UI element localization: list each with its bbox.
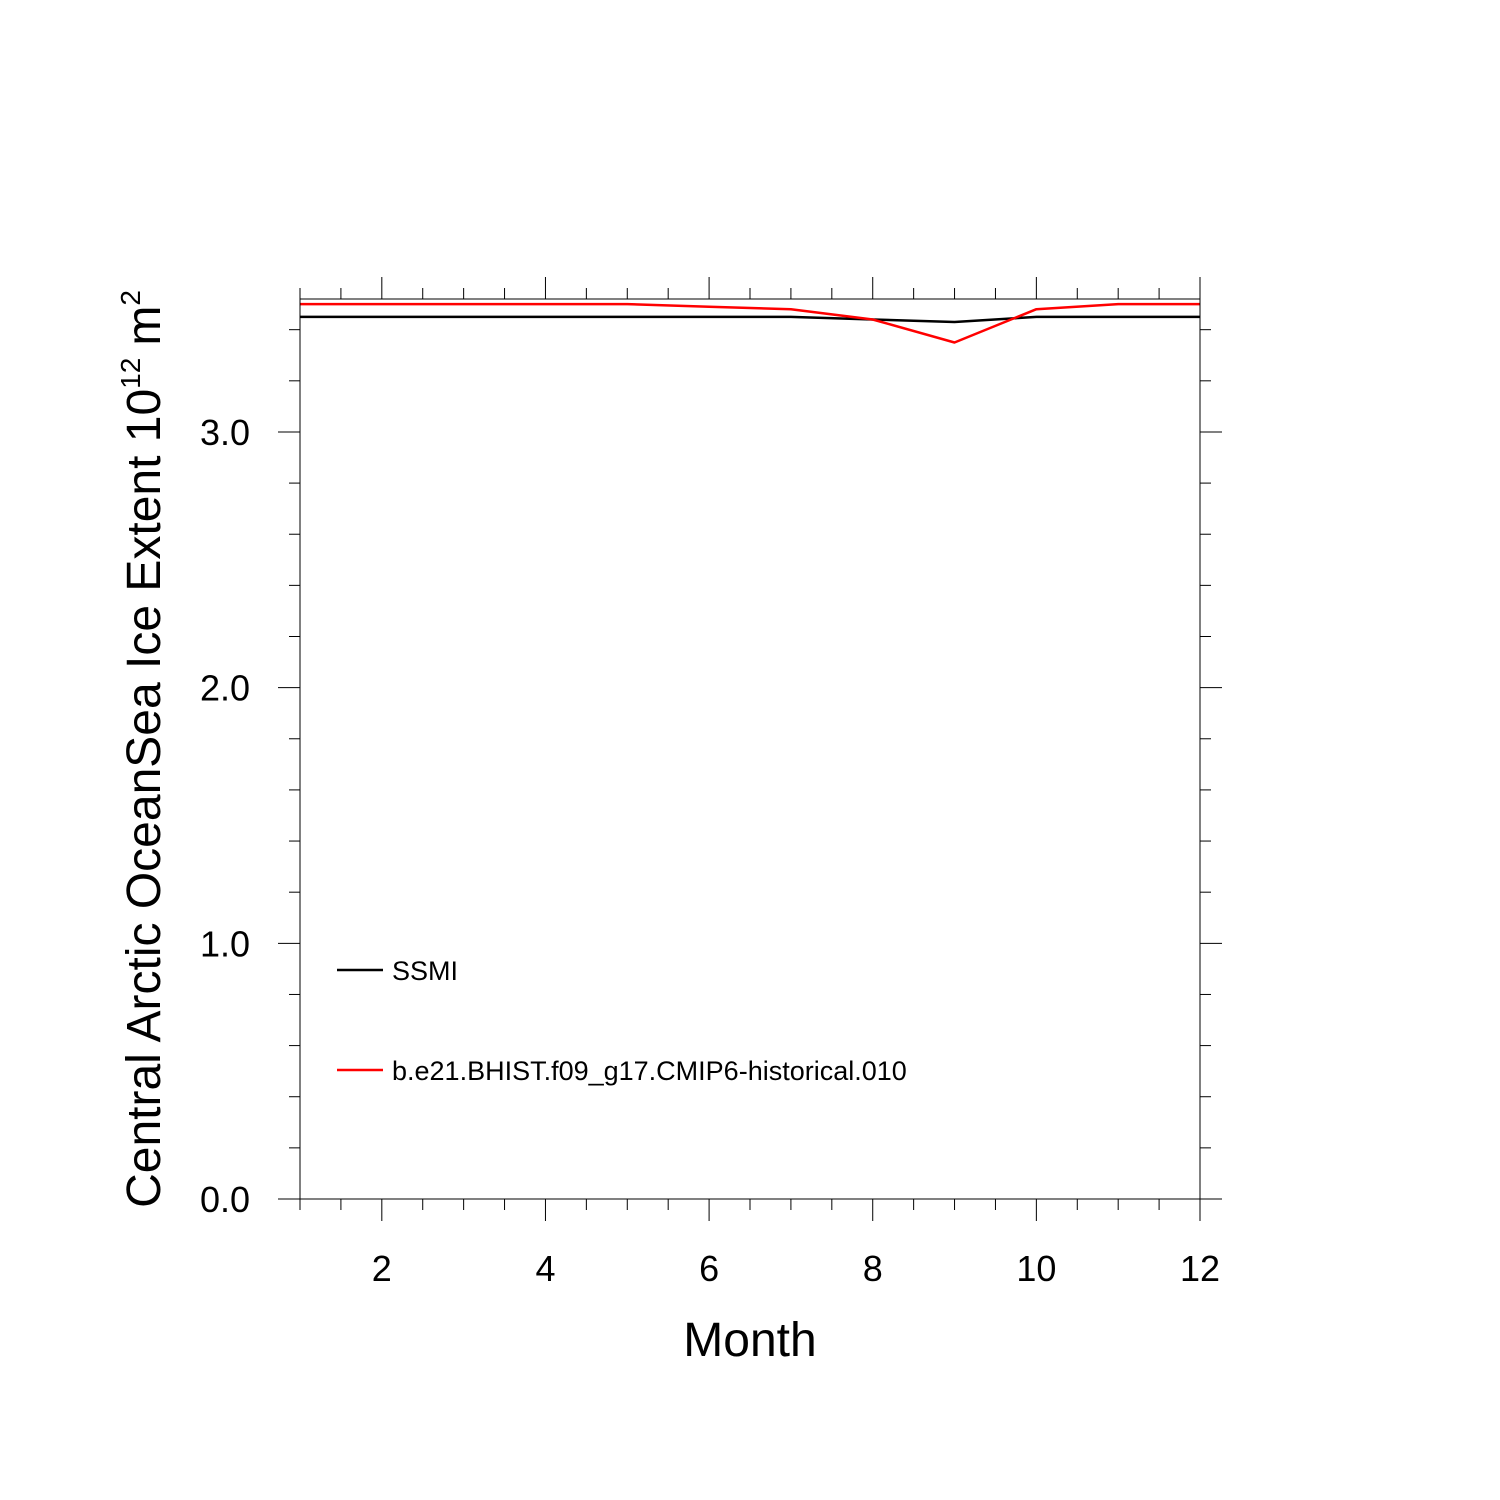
ticks-layer (278, 277, 1222, 1221)
legend-label-ssmi: SSMI (392, 956, 458, 986)
x-tick-label: 4 (535, 1248, 555, 1289)
x-tick-label: 2 (372, 1248, 392, 1289)
y-axis-title-unit-exponent: 2 (115, 290, 146, 306)
x-tick-label: 12 (1180, 1248, 1220, 1289)
x-axis-title: Month (683, 1314, 816, 1367)
x-tick-label: 8 (863, 1248, 883, 1289)
y-axis-title: Central Arctic OceanSea Ice Extent 1012 m… (115, 290, 171, 1208)
y-axis-title-unit: m (118, 306, 171, 346)
y-tick-label: 2.0 (200, 668, 250, 709)
y-tick-label: 0.0 (200, 1179, 250, 1220)
y-tick-label: 1.0 (200, 923, 250, 964)
legend-label-model: b.e21.BHIST.f09_g17.CMIP6-historical.010 (392, 1056, 907, 1086)
series-line-0 (300, 315, 1200, 324)
y-tick-label: 3.0 (200, 412, 250, 453)
tick-labels: 2 4 6 8 10 12 0.0 1.0 2.0 3.0 (200, 412, 1220, 1289)
y-axis-title-exponent: 12 (115, 358, 146, 389)
x-tick-label: 6 (699, 1248, 719, 1289)
series-layer (300, 302, 1200, 344)
y-axis-title-main: Central Arctic OceanSea Ice Extent 10 (118, 389, 171, 1208)
series-line-1 (300, 302, 1200, 344)
legend: SSMI b.e21.BHIST.f09_g17.CMIP6-historica… (337, 956, 907, 1086)
x-tick-label: 10 (1016, 1248, 1056, 1289)
